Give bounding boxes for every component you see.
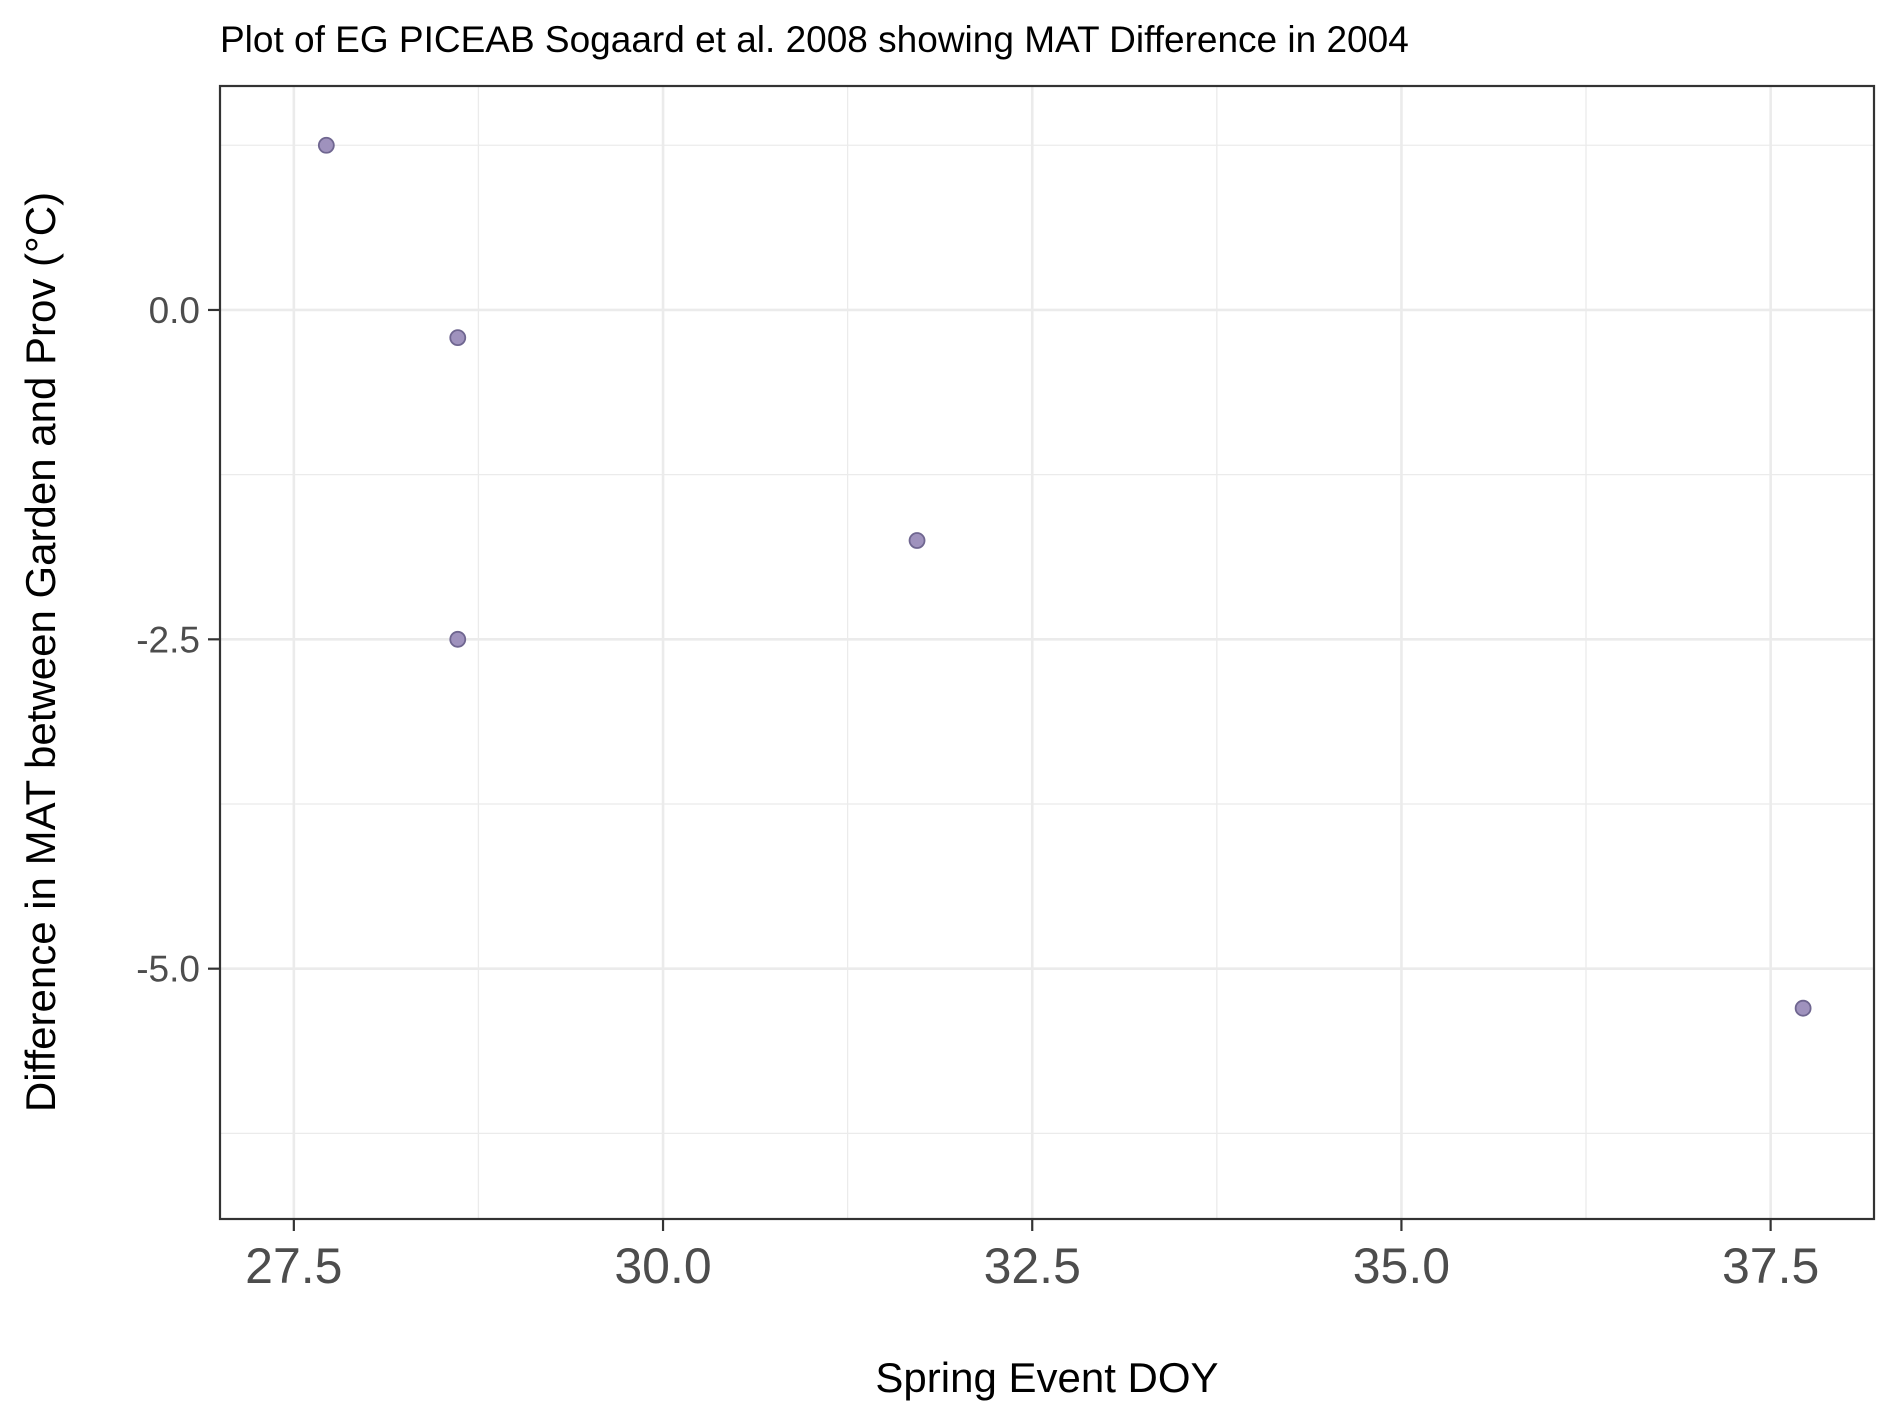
x-tick-label: 27.5 [245, 1238, 342, 1294]
data-point [908, 532, 926, 549]
plot-panel-border [218, 84, 1876, 1221]
data-point [1794, 999, 1812, 1017]
major-gridlines [220, 86, 1874, 1219]
data-point [449, 630, 467, 648]
y-axis-ticks: 0.0 -2.5 -5.0 [136, 290, 220, 990]
data-point [449, 329, 467, 347]
x-axis-ticks: 27.5 30.0 32.5 35.0 37.5 [245, 1219, 1819, 1294]
x-tick-label: 30.0 [614, 1238, 711, 1294]
x-tick-label: 37.5 [1722, 1238, 1819, 1294]
x-axis-label: Spring Event DOY [875, 1354, 1218, 1401]
x-tick-label: 35.0 [1353, 1238, 1450, 1294]
data-points [317, 136, 1812, 1017]
y-tick-label: -5.0 [136, 949, 200, 990]
y-tick-label: -2.5 [136, 619, 200, 660]
minor-gridlines [220, 86, 1874, 1219]
plot-panel [220, 86, 1874, 1219]
chart-title: Plot of EG PICEAB Sogaard et al. 2008 sh… [220, 19, 1409, 60]
y-tick-label: 0.0 [149, 290, 200, 331]
data-point [317, 136, 335, 154]
x-tick-label: 32.5 [984, 1238, 1081, 1294]
y-axis-label: Difference in MAT between Garden and Pro… [17, 192, 64, 1112]
